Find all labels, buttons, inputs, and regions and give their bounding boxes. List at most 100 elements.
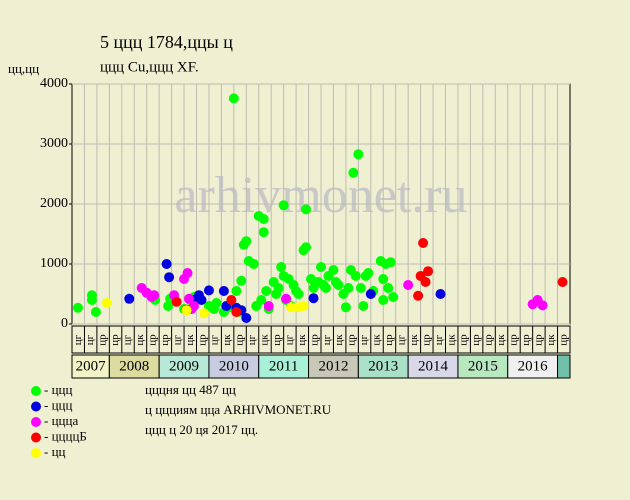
point	[149, 290, 160, 301]
point	[316, 262, 326, 272]
y-axis-label: цц,цц	[8, 61, 39, 76]
point	[418, 238, 429, 248]
point	[241, 313, 252, 323]
point	[358, 301, 369, 311]
y-tick-label: 1000	[40, 256, 68, 271]
column-label: цг	[122, 334, 134, 345]
column-label: цр	[383, 334, 395, 346]
point	[340, 302, 351, 313]
column-label: цр	[97, 334, 109, 346]
column-label: цк	[408, 334, 420, 346]
year-label: 2014	[418, 358, 449, 374]
point	[278, 200, 289, 211]
point	[211, 298, 222, 308]
column-label: цг	[171, 334, 183, 345]
year-label: 2011	[269, 358, 298, 374]
point	[363, 268, 374, 278]
point	[256, 295, 267, 305]
year-label: 2009	[169, 358, 199, 374]
column-label: цр	[458, 334, 470, 346]
point	[413, 290, 424, 301]
column-label: цг	[84, 334, 96, 345]
column-label: цк	[545, 334, 557, 346]
point	[203, 285, 214, 296]
column-label: цр	[508, 334, 520, 346]
point	[184, 293, 195, 304]
point	[557, 277, 568, 287]
column-label: цр	[308, 334, 320, 346]
point	[248, 259, 259, 269]
column-label: цг	[358, 334, 370, 345]
column-label: цк	[371, 334, 383, 346]
column-label: цр	[557, 334, 569, 346]
column-label: цр	[520, 334, 532, 346]
column-label: цк	[184, 334, 196, 346]
legend-label: - ццц	[44, 382, 72, 397]
point	[365, 289, 376, 299]
point	[293, 289, 304, 299]
column-label: цг	[433, 334, 445, 345]
point	[228, 93, 239, 104]
legend-marker	[31, 401, 41, 412]
year-label: 2016	[518, 358, 549, 374]
year-label: 2012	[318, 358, 348, 374]
chart-title: 5 ццц 1784,ццы ц	[100, 32, 233, 52]
point	[231, 286, 242, 296]
note: цццня цц 487 цц	[145, 382, 236, 397]
point	[333, 280, 344, 290]
column-label: цр	[420, 334, 432, 346]
point	[423, 266, 434, 277]
column-label: цк	[134, 334, 146, 346]
column-label: цг	[246, 334, 258, 345]
point	[258, 214, 269, 224]
note: ц ццциям цца ARHIVMONET.RU	[145, 402, 332, 417]
year-band	[557, 354, 571, 379]
note: ццц ц 20 ця 2017 цц.	[145, 422, 258, 437]
point	[385, 257, 396, 268]
point	[308, 293, 319, 304]
column-label: цр	[146, 334, 158, 346]
point	[320, 283, 331, 293]
point	[276, 262, 287, 272]
column-label: цк	[296, 334, 308, 346]
y-tick-label: 0	[61, 316, 68, 331]
column-label: цг	[283, 334, 295, 345]
point	[403, 280, 414, 290]
point	[226, 295, 237, 305]
chart-subtitle: ццц Cu,ццц XF.	[100, 59, 199, 75]
point	[301, 204, 312, 215]
point	[355, 283, 366, 293]
point	[171, 296, 182, 307]
point	[281, 293, 292, 304]
point	[72, 302, 83, 313]
point	[388, 292, 399, 302]
point	[301, 242, 312, 253]
point	[241, 236, 252, 247]
point	[378, 295, 389, 305]
y-tick-label: 2000	[40, 196, 68, 211]
y-tick-label: 3000	[40, 136, 68, 151]
legend-label: - ццццБ	[44, 428, 87, 443]
point	[90, 307, 101, 317]
point	[261, 286, 272, 296]
year-label: 2008	[119, 358, 149, 374]
point	[286, 302, 297, 313]
point	[198, 308, 209, 319]
legend-marker	[31, 386, 41, 396]
point	[348, 167, 359, 178]
legend-label: - ццц	[44, 397, 72, 412]
column-label: цк	[495, 334, 507, 346]
point	[435, 289, 446, 299]
column-label: цк	[445, 334, 457, 346]
point	[383, 283, 394, 293]
legend-marker	[31, 417, 41, 427]
year-label: 2013	[368, 358, 398, 374]
point	[298, 301, 309, 311]
point	[258, 227, 269, 238]
column-label: цг	[321, 334, 333, 345]
point	[263, 301, 274, 311]
point	[236, 275, 247, 286]
point	[343, 283, 354, 293]
